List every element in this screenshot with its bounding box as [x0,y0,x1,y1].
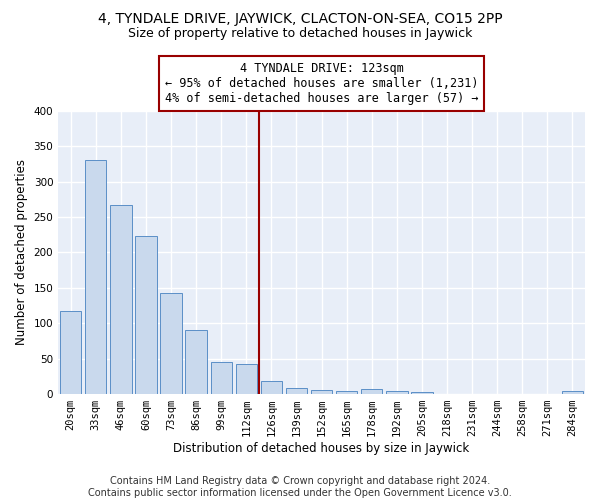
Bar [286,388,307,394]
Bar [336,390,358,394]
Bar [136,236,157,394]
Bar [411,392,433,394]
Y-axis label: Number of detached properties: Number of detached properties [15,160,28,346]
Bar [185,330,207,394]
Text: Size of property relative to detached houses in Jaywick: Size of property relative to detached ho… [128,28,472,40]
Bar [562,390,583,394]
Bar [386,391,407,394]
Bar [110,205,131,394]
Bar [261,382,282,394]
Bar [85,160,106,394]
Text: 4, TYNDALE DRIVE, JAYWICK, CLACTON-ON-SEA, CO15 2PP: 4, TYNDALE DRIVE, JAYWICK, CLACTON-ON-SE… [98,12,502,26]
Bar [160,294,182,394]
Text: 4 TYNDALE DRIVE: 123sqm
← 95% of detached houses are smaller (1,231)
4% of semi-: 4 TYNDALE DRIVE: 123sqm ← 95% of detache… [165,62,478,105]
Bar [361,389,382,394]
Bar [211,362,232,394]
Bar [236,364,257,394]
Bar [60,311,82,394]
X-axis label: Distribution of detached houses by size in Jaywick: Distribution of detached houses by size … [173,442,470,455]
Bar [311,390,332,394]
Text: Contains HM Land Registry data © Crown copyright and database right 2024.
Contai: Contains HM Land Registry data © Crown c… [88,476,512,498]
